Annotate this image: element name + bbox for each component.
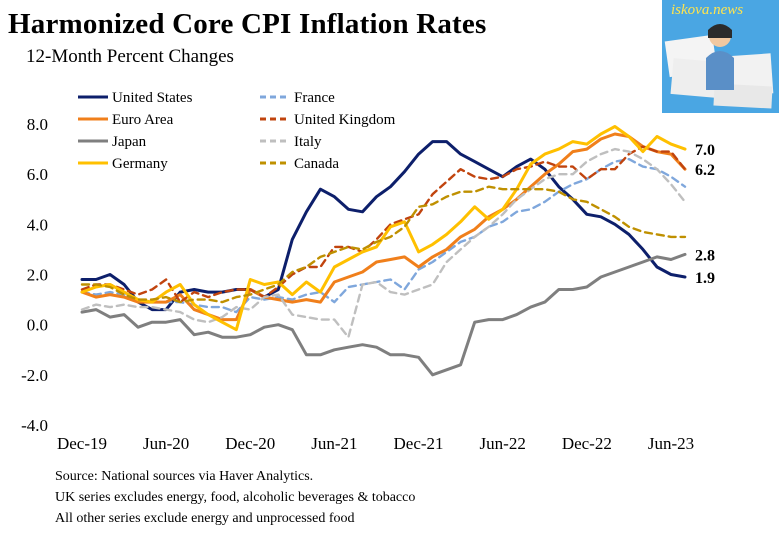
series-line-germany	[80, 125, 687, 332]
series-line-euro-area	[80, 132, 687, 322]
chart-subtitle: 12-Month Percent Changes	[26, 46, 234, 67]
end-value-label: 1.9	[695, 270, 715, 287]
source-line: All other series exclude energy and unpr…	[55, 511, 355, 526]
series-line-canada	[80, 185, 687, 304]
legend-label: Germany	[112, 156, 168, 172]
newspaper-illustration-icon	[664, 24, 774, 109]
legend-label: Italy	[294, 134, 322, 150]
y-tick-label: -4.0	[21, 416, 48, 435]
y-tick-label: 8.0	[27, 115, 48, 134]
legend-label: Japan	[112, 134, 147, 150]
x-tick-label: Jun-20	[143, 434, 189, 453]
legend-label: Canada	[294, 156, 339, 172]
x-tick-label: Dec-20	[225, 434, 275, 453]
iskova-news-logo: iskova.news	[662, 0, 779, 113]
series-line-united-kingdom	[80, 145, 687, 304]
legend-label: United States	[112, 90, 193, 106]
legend-label: Euro Area	[112, 112, 174, 128]
legend-label: United Kingdom	[294, 112, 396, 128]
y-tick-label: 4.0	[27, 215, 48, 234]
series-line-united-states	[80, 140, 687, 312]
series-line-japan	[80, 252, 687, 377]
series-line-france	[80, 157, 687, 314]
source-notes: Source: National sources via Haver Analy…	[55, 466, 415, 529]
y-tick-label: 6.0	[27, 165, 48, 184]
x-tick-label: Dec-21	[394, 434, 444, 453]
x-tick-label: Jun-22	[480, 434, 526, 453]
legend-label: France	[294, 90, 335, 106]
series-line-italy	[80, 147, 687, 339]
y-tick-label: 0.0	[27, 316, 48, 335]
y-tick-label: 2.0	[27, 266, 48, 285]
source-line: UK series excludes energy, food, alcohol…	[55, 490, 416, 505]
end-value-label: 2.8	[695, 247, 715, 264]
chart-title: Harmonized Core CPI Inflation Rates	[8, 8, 487, 40]
logo-text: iskova.news	[671, 2, 744, 18]
x-tick-label: Dec-19	[57, 434, 107, 453]
source-line: Source: National sources via Haver Analy…	[55, 469, 314, 484]
x-tick-label: Jun-23	[648, 434, 694, 453]
x-tick-label: Dec-22	[562, 434, 612, 453]
end-value-label: 7.0	[695, 142, 715, 159]
y-tick-label: -2.0	[21, 366, 48, 385]
end-value-label: 6.2	[695, 162, 715, 179]
x-tick-label: Jun-21	[311, 434, 357, 453]
